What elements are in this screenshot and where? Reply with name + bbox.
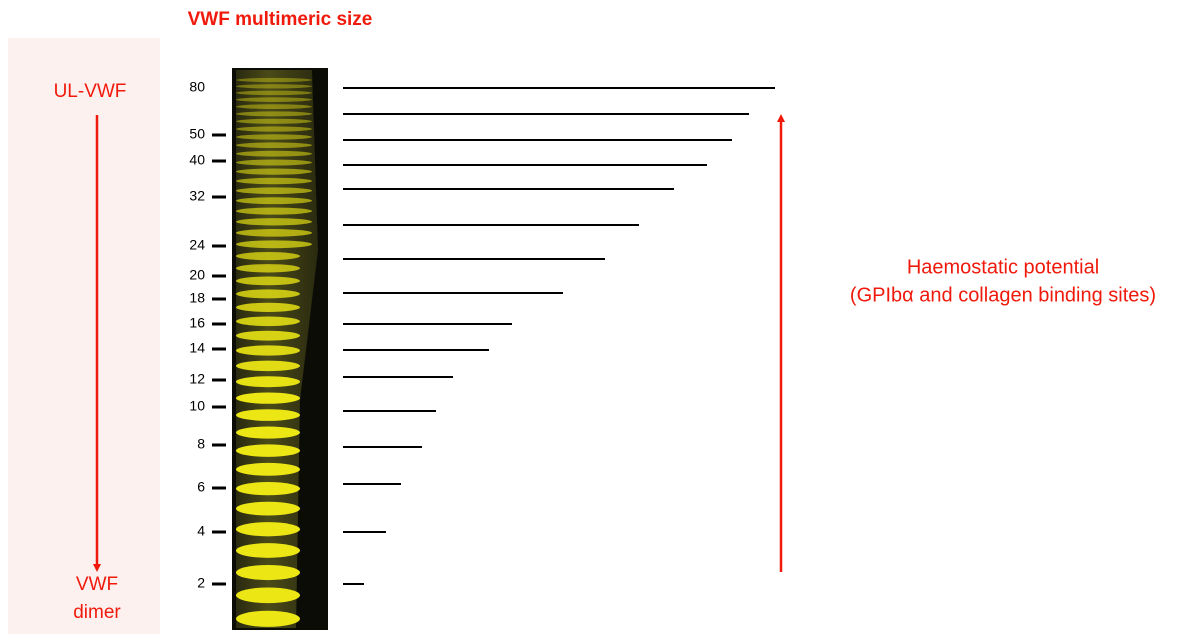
marker-label: 40 [189, 152, 205, 168]
marker-label: 80 [189, 79, 205, 95]
gel-band [236, 126, 312, 131]
gel-band [236, 84, 312, 88]
gel-band [236, 543, 300, 558]
gel-band [236, 91, 312, 96]
top-label: UL-VWF [54, 81, 127, 102]
marker-label: 2 [197, 575, 205, 591]
gel-band [236, 331, 300, 341]
gel-band [236, 587, 300, 603]
gel-band [236, 119, 312, 124]
gel-band [236, 289, 300, 298]
gel-band [236, 277, 300, 286]
gel-band [236, 482, 300, 495]
markers: 80 50 40 32 24 20 18 16 14 12 10 8 6 4 2 [189, 79, 226, 591]
gel-band [236, 197, 312, 204]
marker-label: 8 [197, 436, 205, 452]
gel-band [236, 240, 312, 248]
gel-band [236, 303, 300, 312]
marker-label: 24 [189, 237, 205, 253]
marker-label: 20 [189, 267, 205, 283]
gel-band [236, 159, 312, 165]
gel [232, 68, 328, 630]
marker-label: 32 [189, 188, 205, 204]
bottom-label: dimer [73, 602, 121, 623]
gel-band [236, 168, 312, 174]
gel-band [236, 78, 312, 82]
gel-band [236, 522, 300, 536]
gel-band [236, 565, 300, 580]
gel-band [236, 134, 312, 139]
size-lines [343, 88, 775, 584]
gel-band [236, 97, 312, 102]
marker-label: 4 [197, 523, 205, 539]
left-panel [8, 38, 160, 634]
marker-label: 14 [189, 340, 205, 356]
gel-band [236, 316, 300, 326]
gel-band [236, 187, 312, 194]
figure: VWF multimeric size UL-VWF VWF dimer 80 5… [0, 0, 1202, 634]
marker-label: 12 [189, 371, 205, 387]
gel-band [236, 208, 312, 215]
gel-band [236, 427, 300, 439]
gel-band [236, 218, 312, 225]
marker-label: 6 [197, 479, 205, 495]
gel-band [236, 229, 312, 237]
right-text: Haemostatic potential [907, 256, 1099, 278]
marker-label: 10 [189, 398, 205, 414]
marker-label: 16 [189, 315, 205, 331]
gel-band [236, 178, 312, 184]
gel-band [236, 502, 300, 516]
gel-band [236, 376, 300, 387]
gel-band [236, 264, 300, 272]
gel-band [236, 392, 300, 403]
title: VWF multimeric size [188, 9, 373, 30]
gel-band [236, 151, 312, 157]
gel-band [236, 104, 312, 109]
marker-label: 50 [189, 126, 205, 142]
gel-band [236, 409, 300, 421]
gel-band [236, 252, 300, 260]
right-text: (GPIbα and collagen binding sites) [850, 284, 1156, 306]
gel-band [236, 142, 312, 148]
gel-band [236, 611, 300, 627]
gel-band [236, 345, 300, 355]
bottom-label: VWF [76, 574, 118, 595]
gel-band [236, 444, 300, 456]
gel-band [236, 361, 300, 372]
gel-band [236, 111, 312, 116]
marker-label: 18 [189, 290, 205, 306]
gel-band [236, 463, 300, 476]
